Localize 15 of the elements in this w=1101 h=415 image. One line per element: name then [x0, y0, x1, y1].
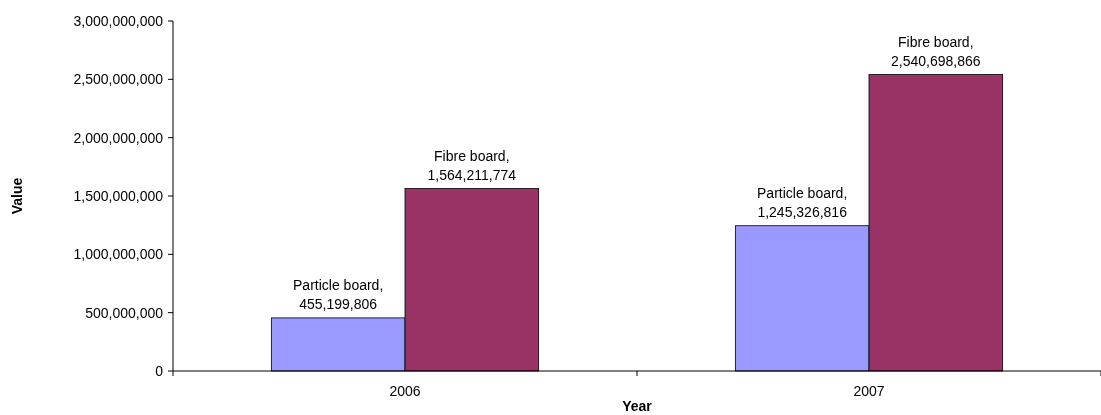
y-tick-label: 0 [155, 362, 164, 379]
y-tick-label: 2,000,000,000 [73, 129, 164, 146]
y-axis-title: Value [9, 177, 25, 215]
x-tick-label: 2007 [853, 383, 885, 399]
data-label: Particle board, 1,245,326,816 [757, 184, 848, 220]
y-tick-label: 3,000,000,000 [73, 12, 164, 29]
data-label: Fibre board, 2,540,698,866 [891, 33, 981, 69]
x-tick-label: 2006 [389, 383, 421, 399]
y-tick-label: 1,500,000,000 [73, 187, 164, 204]
data-label: Fibre board, 1,564,211,774 [427, 147, 517, 183]
x-axis-title: Year [622, 398, 653, 414]
y-tick-label: 2,500,000,000 [73, 71, 164, 88]
data-label: Particle board, 455,199,806 [293, 276, 384, 312]
y-tick-label: 500,000,000 [85, 304, 164, 321]
y-tick-label: 1,000,000,000 [73, 246, 164, 263]
